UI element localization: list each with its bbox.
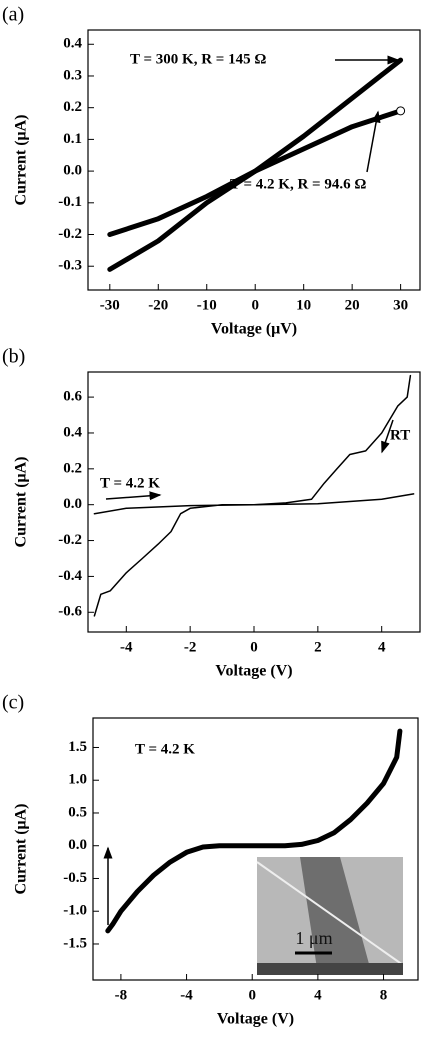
y-tick-label: -1.0 (63, 903, 87, 919)
x-tick-label: 10 (296, 297, 311, 313)
x-tick-label: 2 (314, 639, 322, 655)
x-tick-label: 20 (345, 297, 360, 313)
x-tick-label: -8 (115, 987, 128, 1003)
annotation-arrow (105, 491, 162, 501)
y-tick-label: -1.5 (63, 935, 87, 951)
y-tick-label: -0.1 (58, 194, 82, 210)
x-tick-label: 4 (314, 987, 322, 1003)
x-tick-label: -4 (120, 639, 133, 655)
y-axis-label: Current (μA) (13, 804, 30, 895)
y-tick-label: 0.1 (63, 131, 82, 147)
panel: (c) Voltage (V) Current (μA) -8 -4 0 4 8 -1.5 -1.… (2, 692, 419, 1028)
annotation-arrow (381, 419, 394, 454)
y-tick-label: -0.2 (58, 226, 82, 242)
y-axis-label: Current (μA) (13, 115, 30, 206)
x-axis-label: Voltage (V) (215, 663, 292, 680)
y-tick-label: 1.0 (68, 772, 87, 788)
y-tick-label: 0.5 (68, 804, 87, 820)
inset-image (256, 857, 404, 975)
data-line (93, 493, 415, 515)
x-axis-label: Voltage (V) (217, 1011, 294, 1028)
data-line (107, 57, 404, 272)
y-tick-label: -0.5 (63, 870, 87, 886)
x-tick-label: 8 (380, 987, 388, 1003)
y-tick-label: 0.4 (63, 36, 82, 52)
y-tick-label: 0.0 (63, 496, 82, 512)
plot-frame (87, 29, 421, 291)
x-tick-label: -2 (184, 639, 197, 655)
x-tick-label: -30 (100, 297, 120, 313)
panel: (b) Voltage (V) Current (μA) -4 -2 0 2 4 -0.6 -0.… (2, 346, 421, 680)
data-line (107, 108, 404, 237)
panel: (a) Voltage (μV) Current (μA) -30 -20 -10 0 10 2… (2, 4, 421, 338)
y-tick-label: -0.2 (58, 532, 82, 548)
x-tick-label: 30 (393, 297, 408, 313)
x-tick-label: 4 (378, 639, 386, 655)
y-tick-label: 0.2 (63, 99, 82, 115)
y-tick-label: 0.6 (63, 389, 82, 405)
panel-label: (c) (2, 692, 24, 714)
series-label: T = 4.2 K (135, 741, 195, 757)
annotation-arrow (366, 110, 381, 173)
y-tick-label: -0.4 (58, 568, 82, 584)
y-tick-label: 0.0 (63, 163, 82, 179)
end-marker (396, 106, 406, 116)
y-tick-label: -0.3 (58, 258, 82, 274)
inset-label: 1 μm (295, 928, 332, 948)
series-label: RT (390, 427, 410, 443)
plot-frame (87, 371, 421, 633)
y-tick-label: 0.4 (63, 424, 82, 440)
x-axis-label: Voltage (μV) (211, 321, 297, 338)
plot-frame (92, 717, 419, 981)
y-tick-label: 1.5 (68, 739, 87, 755)
data-line (105, 728, 403, 934)
x-tick-label: -20 (148, 297, 168, 313)
y-tick-label: 0.3 (63, 67, 82, 83)
x-tick-label: 0 (251, 297, 259, 313)
y-tick-label: -0.6 (58, 604, 82, 620)
y-axis-label: Current (μA) (13, 457, 30, 548)
series-label: T = 300 K, R = 145 Ω (130, 51, 266, 67)
x-tick-label: -4 (180, 987, 193, 1003)
x-tick-label: -10 (197, 297, 217, 313)
panel-label: (b) (2, 346, 25, 368)
y-tick-label: 0.0 (68, 837, 87, 853)
x-tick-label: 0 (248, 987, 256, 1003)
y-tick-label: 0.2 (63, 460, 82, 476)
panel-label: (a) (2, 4, 24, 26)
x-tick-label: 0 (250, 639, 258, 655)
series-label: T = 4.2 K (100, 475, 160, 491)
series-label: T = 4.2 K, R = 94.6 Ω (230, 176, 366, 192)
